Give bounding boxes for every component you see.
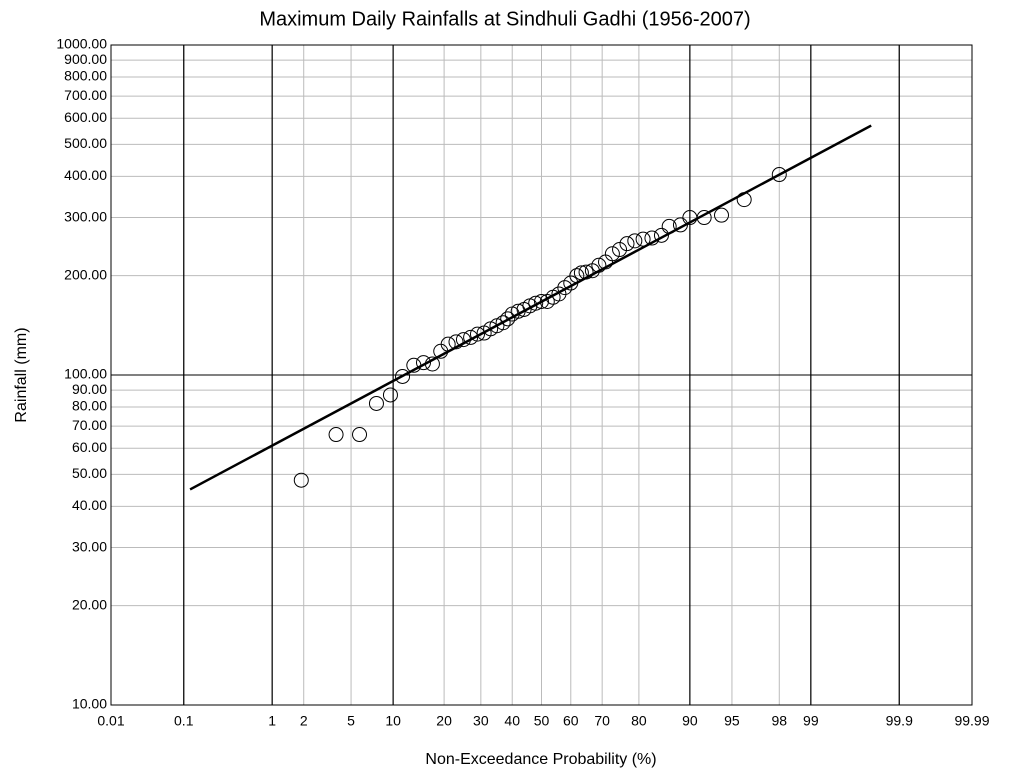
data-point [714, 207, 730, 223]
data-point [619, 236, 635, 252]
x-tick-label: 60 [563, 713, 579, 729]
data-point [653, 227, 669, 243]
x-tick-label: 80 [631, 713, 647, 729]
y-tick-label: 900.00 [64, 51, 107, 67]
y-tick-label: 30.00 [72, 538, 107, 554]
x-tick-label: 2 [300, 713, 308, 729]
data-point [528, 295, 544, 311]
x-tick-label: 0.01 [97, 713, 124, 729]
data-point [604, 246, 620, 262]
x-tick-label: 99.99 [954, 713, 989, 729]
y-axis-label: Rainfall (mm) [13, 327, 30, 422]
x-tick-label: 20 [436, 713, 452, 729]
y-tick-label: 80.00 [72, 398, 107, 414]
y-tick-label: 600.00 [64, 109, 107, 125]
x-tick-label: 70 [594, 713, 610, 729]
y-tick-label: 800.00 [64, 68, 107, 84]
data-point [469, 326, 485, 342]
data-point [696, 210, 712, 226]
data-point [644, 230, 660, 246]
data-point [424, 356, 440, 372]
y-tick-label: 1000.00 [56, 36, 107, 52]
y-tick-label: 400.00 [64, 167, 107, 183]
data-point [661, 218, 677, 234]
y-tick-label: 200.00 [64, 266, 107, 282]
y-tick-label: 20.00 [72, 596, 107, 612]
data-point [557, 280, 573, 296]
chart-title: Maximum Daily Rainfalls at Sindhuli Gadh… [259, 8, 750, 30]
data-point [293, 472, 309, 488]
data-point [591, 257, 607, 273]
data-point [352, 427, 368, 443]
x-tick-label: 90 [682, 713, 698, 729]
x-tick-label: 40 [504, 713, 520, 729]
data-point [495, 315, 511, 331]
data-point [395, 368, 411, 384]
data-point [573, 265, 589, 281]
x-tick-label: 95 [724, 713, 740, 729]
data-point [463, 329, 479, 345]
x-tick-label: 0.1 [174, 713, 194, 729]
data-point [635, 231, 651, 247]
x-tick-label: 50 [534, 713, 550, 729]
data-point [448, 334, 464, 350]
plot-frame [110, 44, 973, 706]
y-tick-label: 40.00 [72, 497, 107, 513]
y-tick-label: 500.00 [64, 135, 107, 151]
data-point [500, 311, 516, 327]
x-tick-label: 1 [268, 713, 276, 729]
data-point [440, 336, 456, 352]
data-point [382, 387, 398, 403]
x-tick-label: 99.9 [886, 713, 913, 729]
data-point [612, 242, 628, 258]
y-tick-label: 60.00 [72, 439, 107, 455]
data-point [578, 264, 594, 280]
data-point [569, 268, 585, 284]
data-point [406, 357, 422, 373]
data-point [534, 294, 549, 310]
x-tick-label: 99 [803, 713, 819, 729]
y-tick-label: 10.00 [72, 696, 107, 712]
y-tick-label: 700.00 [64, 87, 107, 103]
x-axis-label: Non-Exceedance Probability (%) [425, 751, 656, 768]
data-point [551, 286, 567, 302]
y-tick-label: 300.00 [64, 208, 107, 224]
data-point [627, 233, 643, 249]
data-point [368, 395, 384, 411]
data-point [672, 217, 688, 233]
data-point [455, 332, 471, 348]
x-tick-label: 10 [385, 713, 401, 729]
x-tick-label: 30 [473, 713, 489, 729]
x-tick-label: 98 [771, 713, 787, 729]
y-tick-label: 50.00 [72, 465, 107, 481]
data-point [736, 192, 752, 208]
data-point [539, 294, 555, 310]
y-tick-label: 100.00 [64, 366, 107, 382]
y-tick-label: 70.00 [72, 417, 107, 433]
y-tick-label: 90.00 [72, 381, 107, 397]
data-point [415, 355, 431, 371]
x-tick-label: 5 [347, 713, 355, 729]
data-point [771, 167, 787, 183]
data-point [328, 427, 344, 443]
